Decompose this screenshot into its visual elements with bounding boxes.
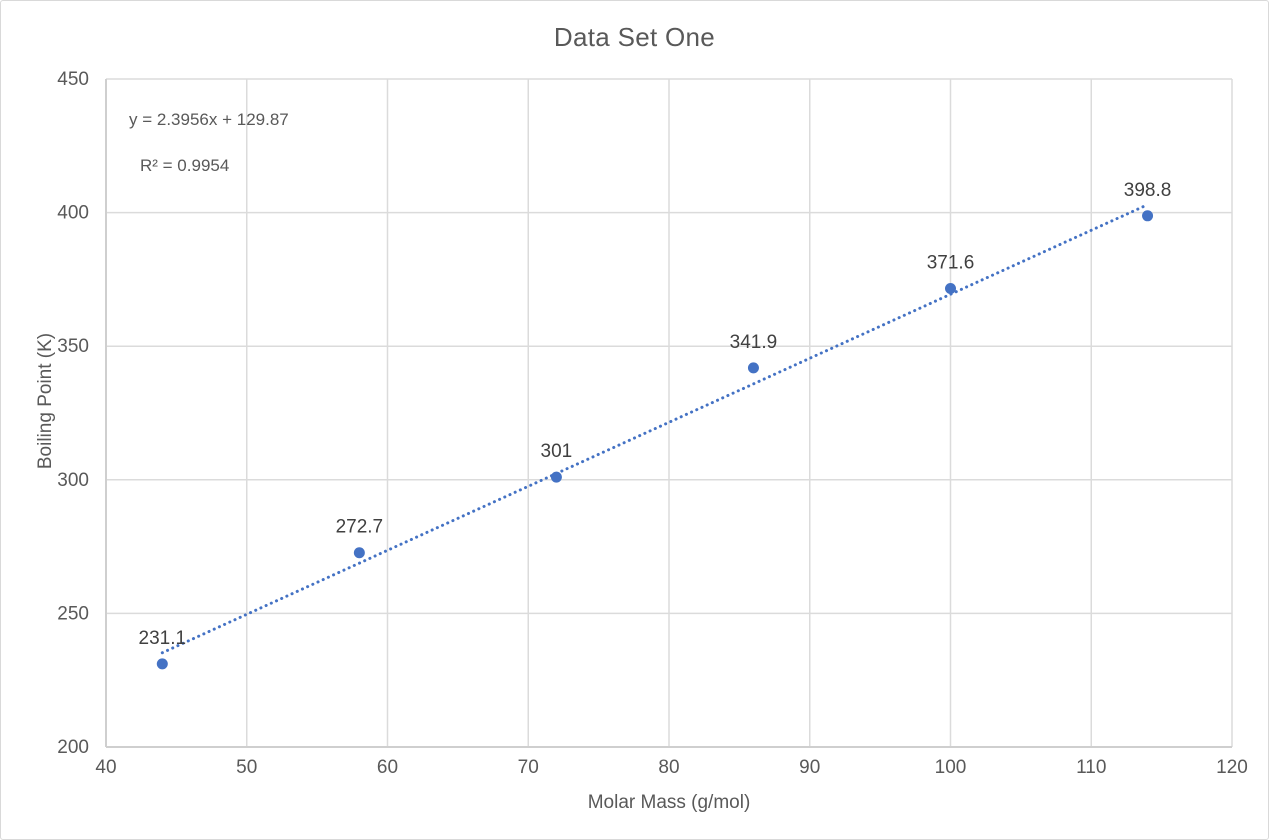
data-point [747, 362, 759, 374]
y-tick-label: 400 [57, 203, 89, 224]
y-tick-label: 350 [57, 336, 89, 357]
x-tick-label: 50 [236, 757, 257, 778]
x-tick-label: 120 [1216, 757, 1248, 778]
y-tick-label: 300 [57, 470, 89, 491]
x-tick-label: 90 [799, 757, 820, 778]
data-point-label: 272.7 [336, 517, 384, 538]
x-tick-label: 80 [658, 757, 679, 778]
data-point-label: 398.8 [1124, 180, 1172, 201]
y-tick-label: 250 [57, 603, 89, 624]
trendline-r2-text: R² = 0.9954 [140, 156, 230, 175]
data-point-label: 231.1 [139, 628, 187, 649]
y-tick-label: 200 [57, 737, 89, 758]
x-tick-label: 110 [1076, 757, 1106, 778]
trendline-equation-text: y = 2.3956x + 129.87 [129, 110, 289, 129]
trendline-equation: y = 2.3956x + 129.87 R² = 0.9954 [129, 110, 289, 176]
data-point [945, 282, 956, 294]
x-tick-label: 100 [935, 757, 967, 778]
data-point [156, 658, 168, 670]
x-tick-label: 70 [518, 757, 539, 778]
y-tick-label: 450 [57, 69, 89, 90]
data-point [550, 471, 562, 483]
x-tick-label: 40 [95, 757, 116, 778]
trendline [160, 203, 1150, 655]
x-tick-label: 60 [377, 757, 398, 778]
data-point [353, 547, 365, 559]
data-point-label: 371.6 [927, 252, 975, 273]
y-axis-title: Boiling Point (K) [35, 332, 56, 470]
data-point [1142, 210, 1154, 222]
x-axis-title: Molar Mass (g/mol) [587, 792, 751, 813]
chart-title: Data Set One [553, 22, 716, 52]
data-point-label: 341.9 [730, 332, 778, 353]
data-point-label: 301 [541, 441, 573, 462]
